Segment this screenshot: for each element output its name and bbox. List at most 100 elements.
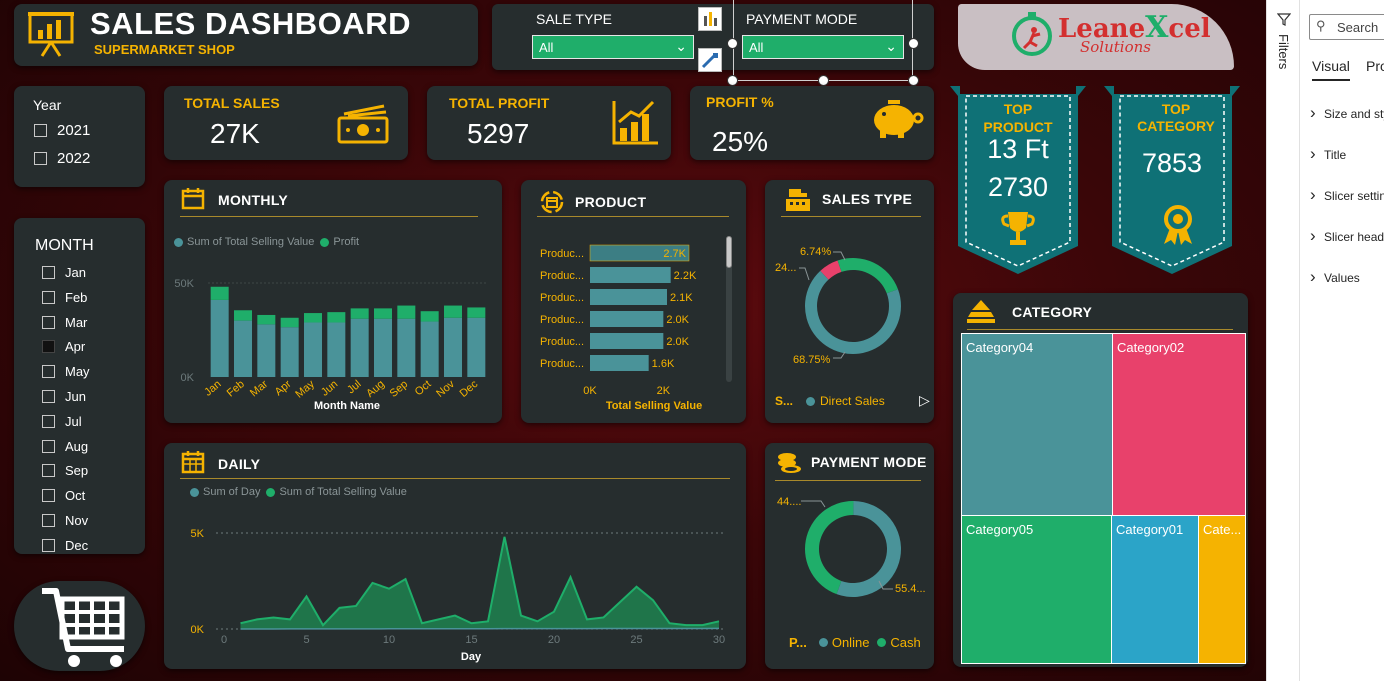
visual-type-button[interactable] (698, 7, 722, 31)
line-total-selling-value[interactable] (240, 536, 720, 627)
bar-total-selling-value[interactable] (397, 318, 416, 377)
product-bar-chart[interactable]: Produc... 2.7K Produc... 2.2K Produc... 2.1K P… (521, 235, 746, 400)
resize-handle[interactable] (727, 38, 738, 49)
filters-collapsed-pane[interactable]: Filters (1267, 0, 1300, 681)
chevron-right-icon[interactable]: › (1310, 226, 1316, 245)
year-option[interactable]: 2022 (34, 150, 90, 167)
chevron-right-icon[interactable]: › (1310, 103, 1316, 122)
sales-type-donut[interactable]: 6.74% 24... 68.75% (765, 228, 934, 388)
treemap-cell-category02[interactable]: Category02 (1112, 333, 1246, 516)
month-option-sep[interactable]: Sep (42, 463, 88, 478)
resize-handle[interactable] (908, 38, 919, 49)
tab-visual[interactable]: Visual (1312, 58, 1350, 81)
checkbox[interactable] (42, 414, 55, 428)
format-section-3[interactable]: Slicer head (1324, 230, 1384, 244)
format-section-1[interactable]: Title (1324, 148, 1347, 162)
checkbox[interactable] (42, 538, 55, 552)
bar-profit[interactable] (327, 312, 346, 323)
checkbox[interactable] (42, 290, 55, 304)
bar-profit[interactable] (444, 305, 462, 318)
resize-handle[interactable] (818, 75, 829, 86)
checkbox[interactable] (42, 439, 55, 453)
bar-profit[interactable] (467, 307, 486, 318)
month-option-jan[interactable]: Jan (42, 265, 86, 280)
checkbox[interactable] (42, 464, 55, 478)
format-section-2[interactable]: Slicer settin (1324, 189, 1384, 203)
month-option-jul[interactable]: Jul (42, 414, 82, 429)
scrollbar-thumb[interactable] (726, 236, 732, 268)
payment-mode-dropdown[interactable]: All ⌄ (742, 35, 904, 59)
bar-total-selling-value[interactable] (444, 317, 462, 377)
payment-mode-donut[interactable]: 44.... 55.4... (765, 483, 934, 643)
sale-type-dropdown[interactable]: All ⌄ (532, 35, 694, 59)
donut-slice[interactable] (837, 258, 898, 294)
bar-total-selling-value[interactable] (467, 317, 486, 377)
bar-profit[interactable] (210, 286, 229, 300)
bar-total-selling-value[interactable] (304, 322, 322, 377)
resize-handle[interactable] (727, 75, 738, 86)
treemap-cell-category05[interactable]: Category05 (961, 515, 1112, 664)
product-bar[interactable] (590, 267, 671, 283)
line-sum-of-day[interactable] (240, 627, 720, 630)
checkbox[interactable] (42, 514, 55, 527)
month-option-nov[interactable]: Nov (42, 513, 88, 528)
bar-total-selling-value[interactable] (374, 318, 392, 377)
donut-slice[interactable] (805, 501, 854, 595)
resize-handle[interactable] (908, 75, 919, 86)
bar-profit[interactable] (374, 308, 392, 319)
checkbox[interactable] (42, 489, 55, 503)
search-box[interactable]: ⚲ Search (1309, 14, 1384, 40)
cart-button[interactable] (14, 581, 145, 671)
checkbox[interactable] (42, 365, 55, 379)
bar-total-selling-value[interactable] (234, 320, 252, 377)
product-bar[interactable] (590, 289, 667, 305)
bar-total-selling-value[interactable] (280, 327, 299, 377)
legend-next-icon[interactable]: ▷ (919, 392, 930, 408)
bar-profit[interactable] (257, 314, 276, 325)
bar-total-selling-value[interactable] (210, 299, 229, 377)
bar-total-selling-value[interactable] (327, 322, 346, 377)
bar-profit[interactable] (280, 317, 299, 328)
donut-slice[interactable] (836, 501, 901, 597)
product-scrollbar[interactable] (726, 236, 732, 382)
month-option-dec[interactable]: Dec (42, 538, 88, 553)
checkbox[interactable] (34, 152, 47, 165)
product-bar[interactable] (590, 333, 664, 349)
bar-profit[interactable] (350, 308, 369, 319)
year-option[interactable]: 2021 (34, 122, 90, 139)
product-bar[interactable] (589, 244, 690, 262)
product-bar[interactable] (590, 355, 649, 371)
bar-profit[interactable] (397, 305, 416, 319)
donut-slice[interactable] (805, 270, 901, 354)
bar-total-selling-value[interactable] (350, 318, 369, 377)
chevron-right-icon[interactable]: › (1310, 144, 1316, 163)
month-option-aug[interactable]: Aug (42, 439, 88, 454)
treemap-cell-category01[interactable]: Category01 (1111, 515, 1199, 664)
checkbox[interactable] (42, 390, 55, 403)
month-option-jun[interactable]: Jun (42, 389, 86, 404)
bar-profit[interactable] (304, 313, 322, 323)
format-section-4[interactable]: Values (1324, 271, 1360, 285)
month-option-oct[interactable]: Oct (42, 488, 85, 503)
month-option-mar[interactable]: Mar (42, 315, 87, 330)
chevron-right-icon[interactable]: › (1310, 185, 1316, 204)
donut-slice[interactable] (820, 260, 842, 280)
treemap-cell-other[interactable]: Cate... (1198, 515, 1246, 664)
checkbox[interactable] (42, 315, 55, 329)
chevron-right-icon[interactable]: › (1310, 267, 1316, 286)
product-bar[interactable] (590, 311, 664, 327)
bar-profit[interactable] (234, 310, 252, 321)
monthly-bar-chart[interactable]: 50K 0K Jan Feb Mar Apr May Jun Jul Aug Sep Oct Nov De… (164, 266, 502, 436)
treemap-cell-category04[interactable]: Category04 (961, 333, 1113, 516)
format-section-0[interactable]: Size and sty (1324, 107, 1384, 121)
daily-area-chart[interactable]: 5K 0K 0 5 10 15 20 25 30 (164, 501, 746, 671)
checkbox[interactable] (42, 266, 55, 279)
checkbox[interactable] (34, 124, 47, 137)
area-total-selling-value[interactable] (240, 536, 720, 629)
tab-general[interactable]: Pro (1366, 58, 1384, 74)
bar-profit[interactable] (420, 311, 439, 322)
month-option-apr[interactable]: Apr (42, 339, 85, 354)
format-visual-button[interactable] (698, 48, 722, 72)
bar-total-selling-value[interactable] (420, 321, 439, 377)
checkbox[interactable] (42, 340, 55, 354)
